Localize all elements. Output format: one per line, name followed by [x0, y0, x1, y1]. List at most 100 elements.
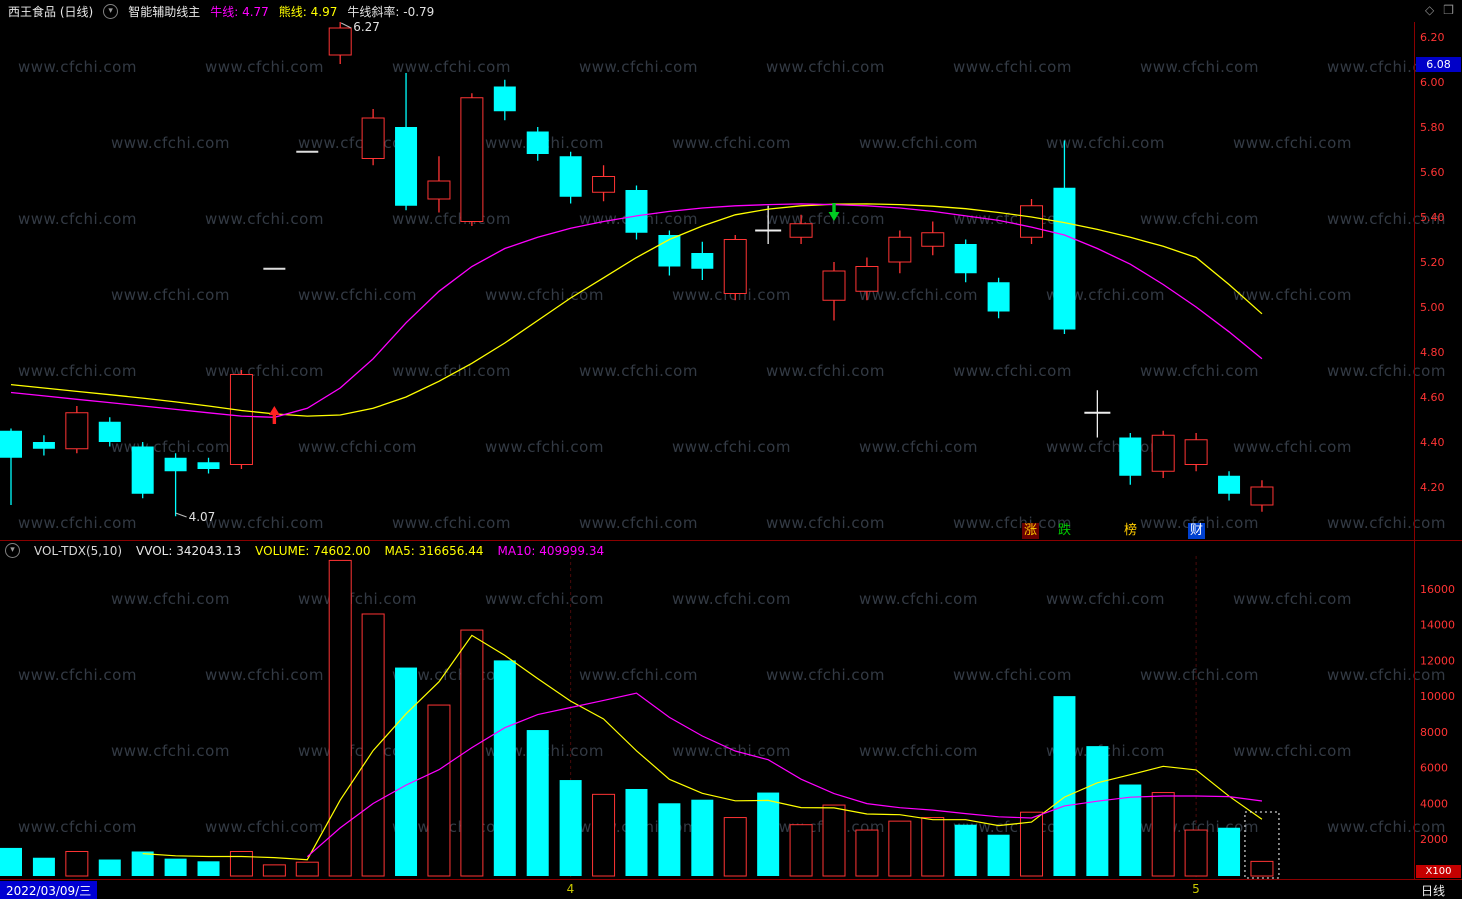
candle-down — [1119, 437, 1142, 476]
quick-button-zhang[interactable]: 涨 — [1022, 523, 1039, 539]
volume-value: VOLUME: 74602.00 — [255, 543, 371, 558]
bull-line — [10, 203, 1263, 418]
watermark-text: www.cfchi.com — [1233, 134, 1352, 152]
quick-button-bang[interactable]: 榜 — [1123, 523, 1137, 538]
month-label: 4 — [566, 882, 575, 896]
volume-bar — [0, 847, 22, 876]
candle-up — [328, 27, 352, 56]
volume-axis-label: 6000 — [1420, 762, 1448, 775]
candle-down — [559, 156, 582, 197]
volume-bar — [855, 829, 879, 877]
topbar: 西王食品 (日线) ▾ 智能辅助线主 牛线: 4.77 熊线: 4.97 牛线斜… — [0, 0, 1462, 22]
watermark-text: www.cfchi.com — [672, 134, 791, 152]
volume-bar — [1020, 811, 1044, 877]
statusbar: 2022/03/09/三 日线 4 5 — [0, 880, 1462, 899]
watermark-text: www.cfchi.com — [18, 58, 137, 76]
watermark-text: www.cfchi.com — [392, 362, 511, 380]
volume-bar — [1218, 827, 1241, 876]
vol-ma5-value: MA5: 316656.44 — [384, 543, 484, 558]
quick-button-cai[interactable]: 财 — [1188, 523, 1205, 539]
volume-bar — [493, 660, 516, 876]
volume-bar — [262, 864, 286, 877]
watermark-text: www.cfchi.com — [672, 590, 791, 608]
price-axis-label: 5.80 — [1420, 121, 1445, 134]
watermark-text: www.cfchi.com — [298, 134, 417, 152]
diamond-icon[interactable]: ◇ — [1425, 3, 1435, 17]
watermark-text: www.cfchi.com — [672, 742, 791, 760]
volume-bar — [32, 857, 55, 876]
quick-button-die[interactable]: 跌 — [1057, 523, 1071, 538]
watermark-text: www.cfchi.com — [859, 286, 978, 304]
period-label[interactable]: 日线 — [1421, 884, 1446, 898]
watermark-text: www.cfchi.com — [1327, 58, 1446, 76]
volume-axis-label: 4000 — [1420, 797, 1448, 810]
volume-bar — [65, 850, 89, 877]
price-axis-label: 6.20 — [1420, 31, 1445, 44]
candle-up — [229, 374, 253, 465]
statusbar-divider — [0, 879, 1462, 880]
volume-bar — [822, 804, 846, 877]
volume-indicator-name[interactable]: VOL-TDX(5,10) — [34, 543, 123, 558]
watermark-text: www.cfchi.com — [766, 362, 885, 380]
price-axis-label: 4.20 — [1420, 481, 1445, 494]
price-axis-label: 5.60 — [1420, 166, 1445, 179]
pane-divider — [0, 540, 1462, 541]
indicator-name[interactable]: 智能辅助线主 — [128, 4, 201, 19]
watermark-text: www.cfchi.com — [392, 58, 511, 76]
candle-down — [164, 457, 187, 472]
window-icon[interactable]: ❒ — [1443, 3, 1454, 17]
price-axis-label: 5.00 — [1420, 301, 1445, 314]
volume-axis-label: 8000 — [1420, 726, 1448, 739]
low-annotation-leader — [175, 512, 187, 518]
price-axis-label: 4.60 — [1420, 391, 1445, 404]
price-axis-label: 5.40 — [1420, 211, 1445, 224]
date-chip: 2022/03/09/三 — [0, 881, 98, 899]
candle-down — [625, 190, 648, 233]
watermark-text: www.cfchi.com — [1327, 514, 1446, 532]
volume-bar — [395, 667, 418, 876]
month-label: 5 — [1192, 882, 1200, 896]
candle-up — [855, 266, 879, 292]
volume-toggle-icon[interactable]: ▾ — [5, 543, 20, 558]
candle-down — [131, 446, 154, 494]
candle-down — [691, 253, 714, 269]
volume-indicator-header: ▾ VOL-TDX(5,10) VVOL: 342043.13 VOLUME: … — [5, 543, 604, 558]
watermark-text: www.cfchi.com — [205, 58, 324, 76]
price-axis-label: 4.80 — [1420, 346, 1445, 359]
watermark-text: www.cfchi.com — [672, 438, 791, 456]
buy-signal-icon — [268, 406, 280, 424]
watermark-text: www.cfchi.com — [859, 438, 978, 456]
watermark-text: www.cfchi.com — [298, 438, 417, 456]
watermark-text: www.cfchi.com — [485, 286, 604, 304]
watermark-text: www.cfchi.com — [1046, 134, 1165, 152]
watermark-text: www.cfchi.com — [298, 286, 417, 304]
candle-up — [1184, 439, 1208, 465]
watermark-text: www.cfchi.com — [298, 742, 417, 760]
watermark-text: www.cfchi.com — [298, 590, 417, 608]
volume-bar — [921, 817, 945, 877]
candle-up — [592, 176, 616, 193]
candle-up — [723, 239, 747, 294]
volume-bar — [1086, 746, 1109, 876]
indicator-toggle-icon[interactable]: ▾ — [103, 3, 119, 19]
price-axis-label: 6.00 — [1420, 76, 1445, 89]
axis-divider — [1414, 22, 1415, 899]
volume-unit-tag: X100 — [1416, 865, 1461, 878]
last-price-tag: 6.08 — [1416, 56, 1461, 72]
low-annotation: 4.07 — [189, 510, 216, 524]
candle-down — [526, 131, 549, 154]
candle-up — [822, 270, 846, 301]
watermark-text: www.cfchi.com — [1327, 666, 1446, 684]
candle-up — [888, 236, 912, 263]
watermark-text: www.cfchi.com — [579, 666, 698, 684]
candle-up — [460, 97, 484, 222]
watermark-text: www.cfchi.com — [111, 286, 230, 304]
candle-up — [1020, 205, 1044, 238]
watermark-text: www.cfchi.com — [1046, 590, 1165, 608]
watermark-text: www.cfchi.com — [579, 58, 698, 76]
candle-down — [197, 462, 220, 469]
volume-bar — [1119, 784, 1142, 876]
volume-bar — [658, 803, 681, 876]
price-axis-label: 4.40 — [1420, 436, 1445, 449]
